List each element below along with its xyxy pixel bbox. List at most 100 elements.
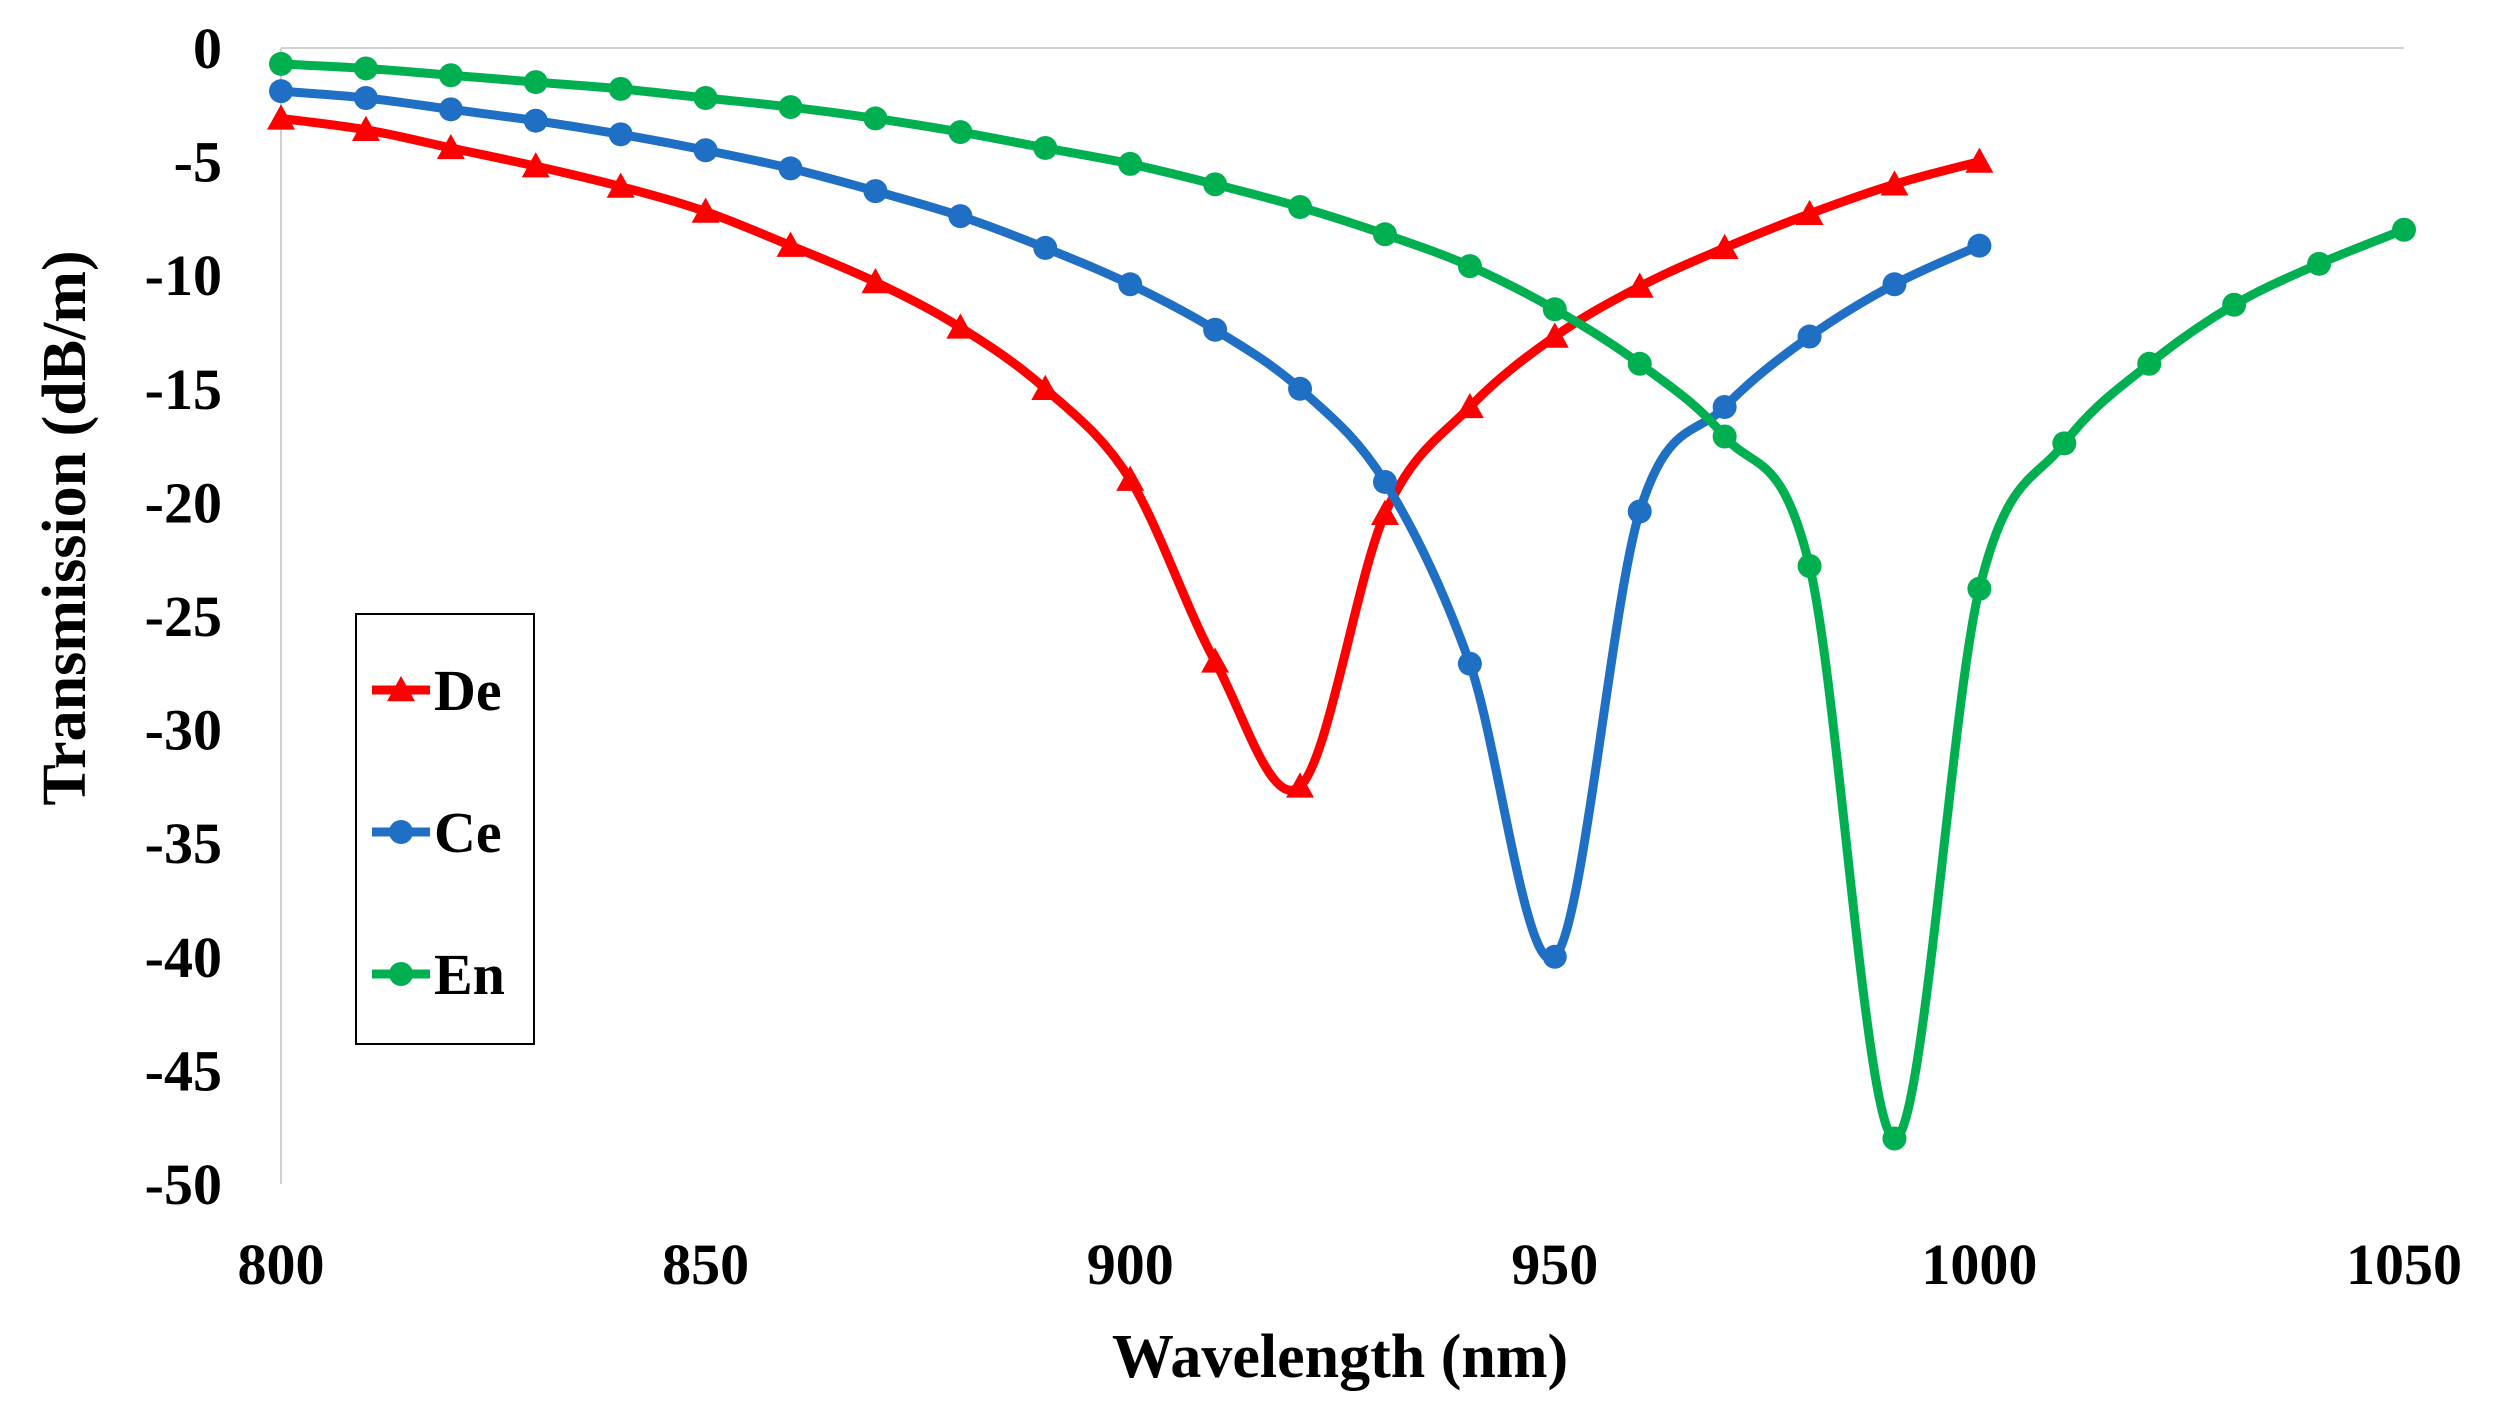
data-point-en — [1712, 424, 1737, 449]
y-tick-label: -50 — [145, 1152, 222, 1217]
legend: De Ce En — [355, 613, 535, 1045]
data-point-ce — [608, 122, 633, 147]
legend-label-en: En — [434, 942, 505, 1007]
data-point-en — [1372, 222, 1397, 247]
x-tick-label: 1050 — [2346, 1232, 2462, 1297]
data-point-en — [1542, 297, 1567, 322]
data-point-en — [353, 56, 378, 81]
data-point-en — [1797, 554, 1822, 579]
x-tick-label: 800 — [238, 1232, 325, 1297]
data-point-ce — [1033, 235, 1058, 260]
data-point-en — [778, 95, 803, 120]
data-point-ce — [438, 97, 463, 122]
y-tick-label: -25 — [145, 584, 222, 649]
y-tick-label: -10 — [145, 243, 222, 308]
data-point-de — [1370, 499, 1399, 525]
data-point-ce — [1288, 376, 1313, 401]
data-point-ce — [1882, 272, 1907, 297]
data-point-ce — [778, 156, 803, 181]
data-point-de — [946, 313, 975, 339]
data-point-ce — [1797, 324, 1822, 349]
data-point-ce — [693, 138, 718, 163]
data-point-en — [523, 70, 548, 95]
data-point-de — [1965, 147, 1994, 173]
data-point-ce — [1542, 944, 1567, 969]
data-point-ce — [353, 85, 378, 110]
series-layer — [267, 51, 2416, 1151]
data-point-ce — [1627, 499, 1652, 524]
y-tick-label: 0 — [193, 16, 222, 81]
legend-marker-en — [389, 962, 413, 986]
data-point-de — [1201, 647, 1230, 673]
data-point-ce — [1203, 317, 1228, 342]
data-point-de — [1286, 772, 1315, 798]
data-point-ce — [523, 108, 548, 133]
data-point-en — [863, 106, 888, 131]
data-point-en — [1033, 135, 1058, 160]
data-point-en — [1457, 254, 1482, 279]
data-point-en — [2392, 217, 2416, 242]
data-point-en — [948, 120, 973, 145]
data-point-ce — [1457, 651, 1482, 676]
data-point-ce — [863, 179, 888, 204]
data-point-de — [1455, 392, 1484, 419]
x-tick-label: 1000 — [1921, 1232, 2037, 1297]
data-point-ce — [1118, 272, 1143, 297]
data-point-de — [436, 133, 465, 160]
data-point-en — [1882, 1126, 1907, 1151]
y-tick-label: -15 — [145, 357, 222, 422]
data-point-de — [691, 197, 720, 223]
data-point-de — [1880, 170, 1909, 196]
data-point-de — [1710, 233, 1739, 260]
data-point-de — [1540, 322, 1569, 348]
y-tick-label: -35 — [145, 811, 222, 876]
data-point-de — [1795, 199, 1824, 226]
data-point-en — [2052, 431, 2077, 456]
data-point-en — [2307, 251, 2332, 276]
data-point-en — [438, 63, 463, 88]
series-line-de — [276, 113, 1984, 795]
x-tick-label: 850 — [662, 1232, 749, 1297]
y-tick-label: -45 — [145, 1038, 222, 1103]
legend-label-ce: Ce — [434, 800, 502, 865]
series-ce — [269, 79, 1992, 969]
data-point-de — [606, 172, 635, 198]
data-point-en — [1203, 172, 1228, 197]
data-point-en — [269, 51, 293, 76]
data-point-en — [1627, 351, 1652, 376]
data-point-ce — [269, 79, 293, 104]
y-tick-label: -5 — [174, 130, 222, 195]
data-point-de — [351, 115, 380, 141]
series-de — [267, 104, 1994, 798]
series-en — [269, 51, 2416, 1151]
y-tick-label: -20 — [145, 470, 222, 535]
x-tick-label: 950 — [1511, 1232, 1598, 1297]
data-point-en — [1288, 195, 1313, 220]
x-axis-title: Wavelength (nm) — [1112, 1323, 1568, 1391]
data-point-en — [608, 76, 633, 101]
y-tick-label: -40 — [145, 925, 222, 990]
data-point-de — [521, 152, 550, 178]
data-point-ce — [1967, 233, 1992, 258]
series-line-ce — [276, 86, 1984, 964]
legend-marker-ce — [389, 820, 413, 844]
data-point-de — [1031, 374, 1060, 400]
data-point-en — [1967, 576, 1992, 601]
data-point-ce — [1712, 394, 1737, 419]
data-point-ce — [948, 204, 973, 229]
data-point-de — [267, 104, 295, 130]
data-point-de — [1116, 465, 1145, 491]
data-point-en — [2137, 351, 2162, 376]
x-tick-label: 900 — [1087, 1232, 1174, 1297]
data-point-en — [1118, 151, 1143, 176]
data-point-de — [776, 231, 805, 257]
legend-label-de: De — [434, 658, 502, 723]
data-point-ce — [1372, 469, 1397, 494]
y-axis-title: Transmission (dB/m) — [31, 250, 99, 805]
data-point-de — [1625, 272, 1654, 298]
y-tick-label: -30 — [145, 698, 222, 763]
series-line-en — [276, 59, 2409, 1144]
data-point-en — [2222, 292, 2247, 317]
